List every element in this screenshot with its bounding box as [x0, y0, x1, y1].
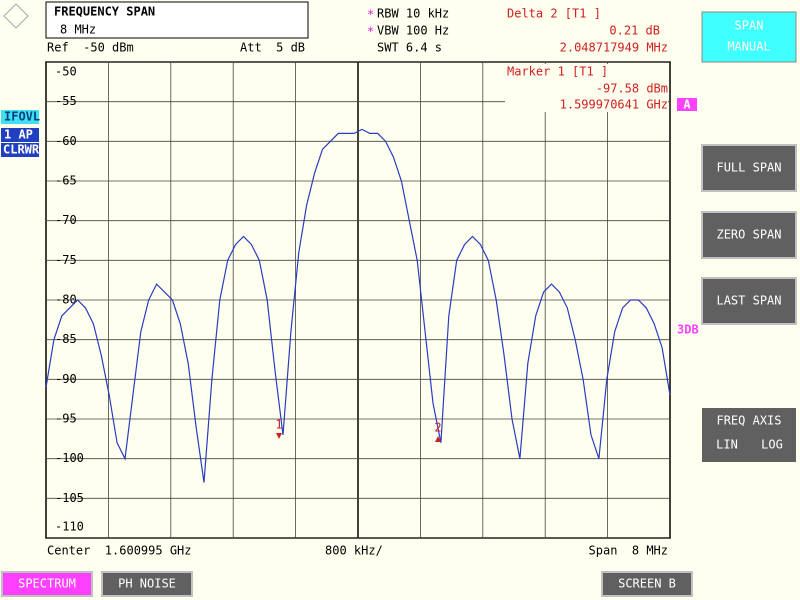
flag: * — [367, 25, 374, 39]
swt: SWT 6.4 s — [377, 41, 442, 55]
softkey-label: FULL SPAN — [716, 161, 781, 175]
tab[interactable] — [601, 571, 693, 597]
softkey-label: FREQ AXIS — [716, 414, 781, 428]
flag: * — [367, 8, 374, 22]
marker-level: -97.58 dBm — [596, 82, 668, 96]
delta-freq: 2.048717949 MHz — [560, 41, 668, 55]
y-tick-label: -100 — [55, 451, 84, 465]
softkey-label: LAST SPAN — [716, 294, 781, 308]
softkey[interactable] — [701, 277, 797, 325]
softkey[interactable] — [701, 211, 797, 259]
delta-title: Delta 2 [T1 ] — [507, 7, 601, 21]
span-per-div: 800 kHz/ — [325, 544, 383, 558]
tab-label: PH NOISE — [118, 577, 176, 591]
ref-level: Ref -50 dBm — [47, 41, 134, 55]
header-value: 8 MHz — [60, 23, 96, 37]
y-tick-label: -80 — [55, 293, 77, 307]
softkey-label: ZERO SPAN — [716, 228, 781, 242]
y-tick-label: -110 — [55, 520, 84, 534]
softkey-label: LIN — [716, 438, 738, 452]
softkey-label: LOG — [761, 438, 783, 452]
badge: CLRWR — [3, 143, 40, 157]
tab[interactable] — [101, 571, 193, 597]
tab[interactable] — [1, 571, 93, 597]
y-tick-label: -75 — [55, 253, 77, 267]
marker-label: 2 — [434, 421, 441, 435]
badge-bg — [1, 128, 39, 142]
y-tick-label: -60 — [55, 134, 77, 148]
marker-title: Marker 1 [T1 ] — [507, 65, 608, 79]
badge: IFOVL — [4, 110, 40, 124]
header-title: FREQUENCY SPAN — [54, 5, 155, 19]
attenuation: Att 5 dB — [240, 41, 305, 55]
softkey-label: SPAN — [735, 19, 764, 33]
y-tick-label: -50 — [55, 65, 77, 79]
y-tick-label: -70 — [55, 213, 77, 227]
tab-label: SCREEN B — [618, 577, 676, 591]
y-tick-label: -55 — [55, 94, 77, 108]
y-tick-label: -65 — [55, 174, 77, 188]
trace-label: A — [683, 98, 691, 112]
softkey-label: MANUAL — [727, 40, 770, 54]
badge-bg — [1, 143, 39, 157]
marker-freq: 1.599970641 GHz — [560, 98, 668, 112]
span: Span 8 MHz — [589, 544, 668, 558]
softkey[interactable] — [701, 144, 797, 192]
badge: 1 AP — [4, 128, 33, 142]
rbw: RBW 10 kHz — [377, 7, 449, 21]
y-tick-label: -105 — [55, 491, 84, 505]
y-tick-label: -95 — [55, 412, 77, 426]
trace — [45, 128, 671, 483]
tab-label: SPECTRUM — [18, 577, 76, 591]
side-label: 3DB — [677, 323, 699, 337]
logo — [3, 3, 29, 29]
marker-symbol — [276, 433, 282, 439]
softkey[interactable] — [702, 408, 796, 462]
center-freq: Center 1.600995 GHz — [47, 544, 192, 558]
marker-symbol — [435, 436, 441, 442]
badge-bg — [1, 110, 39, 124]
vbw: VBW 100 Hz — [377, 24, 449, 38]
plot: -50 -55 -60 -65 -70 -75 -80 -85 -90 -95 -100 -105 -1… — [45, 61, 671, 539]
y-tick-label: -85 — [55, 332, 77, 346]
marker-label: 1 — [275, 418, 282, 432]
trace-badge — [677, 98, 697, 111]
y-tick-label: -90 — [55, 372, 77, 386]
header-box — [45, 1, 309, 39]
marker-box — [505, 64, 668, 112]
softkey[interactable] — [701, 11, 797, 63]
delta-level: 0.21 dB — [609, 24, 660, 38]
